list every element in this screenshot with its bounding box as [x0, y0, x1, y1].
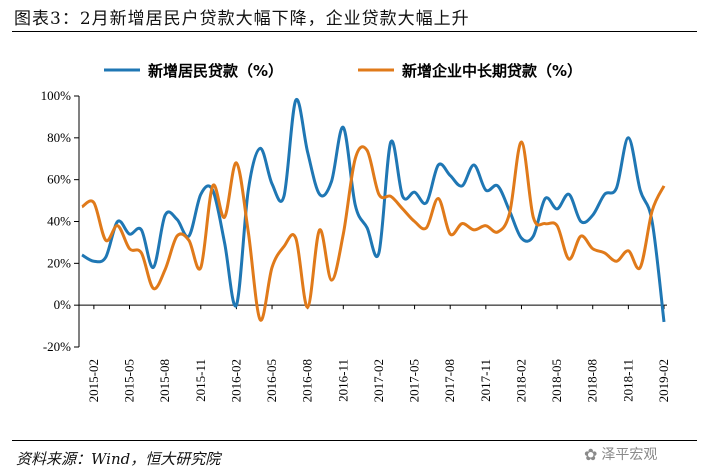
corporate-loans-line: [81, 140, 666, 322]
x-tick-label: 2019-02: [656, 359, 671, 402]
title-divider: [12, 31, 697, 32]
watermark: ✿ 泽平宏观: [584, 444, 657, 464]
series-lines: [81, 98, 666, 323]
x-tick-label: 2018-08: [585, 359, 600, 402]
x-tick-label: 2018-05: [549, 359, 564, 402]
x-tick-label: 2017-02: [371, 359, 386, 402]
y-tick-label: 80%: [47, 130, 71, 145]
x-tick-label: 2017-08: [442, 359, 457, 402]
legend-corporate-label: 新增企业中长期贷款（%）: [402, 62, 582, 80]
legend: 新增居民贷款（%） 新增企业中长期贷款（%）: [104, 62, 582, 80]
y-tick-label: 40%: [47, 214, 71, 229]
source-note: 资料来源：Wind，恒大研究院: [16, 450, 221, 468]
x-tick-label: 2018-02: [513, 359, 528, 402]
x-tick-label: 2015-02: [86, 359, 101, 402]
source-divider: [12, 440, 697, 441]
x-tick-label: 2016-05: [264, 359, 279, 402]
axes: -20% 0% 20% 40% 60% 80% 100% 2015-02 2015-05 2015…: [41, 88, 671, 402]
x-tick-label: 2016-11: [335, 359, 350, 402]
x-tick-label: 2017-11: [478, 359, 493, 402]
x-tick-label: 2015-11: [193, 359, 208, 402]
wechat-icon: ✿: [584, 444, 598, 464]
x-tick-label: 2015-08: [157, 359, 172, 402]
chart-title: 图表3：2月新增居民户贷款大幅下降，企业贷款大幅上升: [14, 9, 470, 29]
x-tick-label: 2018-11: [620, 359, 635, 402]
household-loans-line: [81, 98, 666, 323]
legend-household-label: 新增居民贷款（%）: [148, 62, 283, 80]
x-tick-label: 2016-02: [228, 359, 243, 402]
x-tick-label: 2015-05: [122, 359, 137, 402]
x-tick-label: 2016-08: [300, 359, 315, 402]
x-tick-label: 2017-05: [407, 359, 422, 402]
y-tick-label: -20%: [43, 339, 71, 354]
y-tick-label: 20%: [47, 255, 71, 270]
y-tick-label: 100%: [41, 88, 72, 103]
y-tick-label: 0%: [54, 297, 72, 312]
watermark-text: 泽平宏观: [601, 447, 658, 463]
y-tick-label: 60%: [47, 172, 71, 187]
